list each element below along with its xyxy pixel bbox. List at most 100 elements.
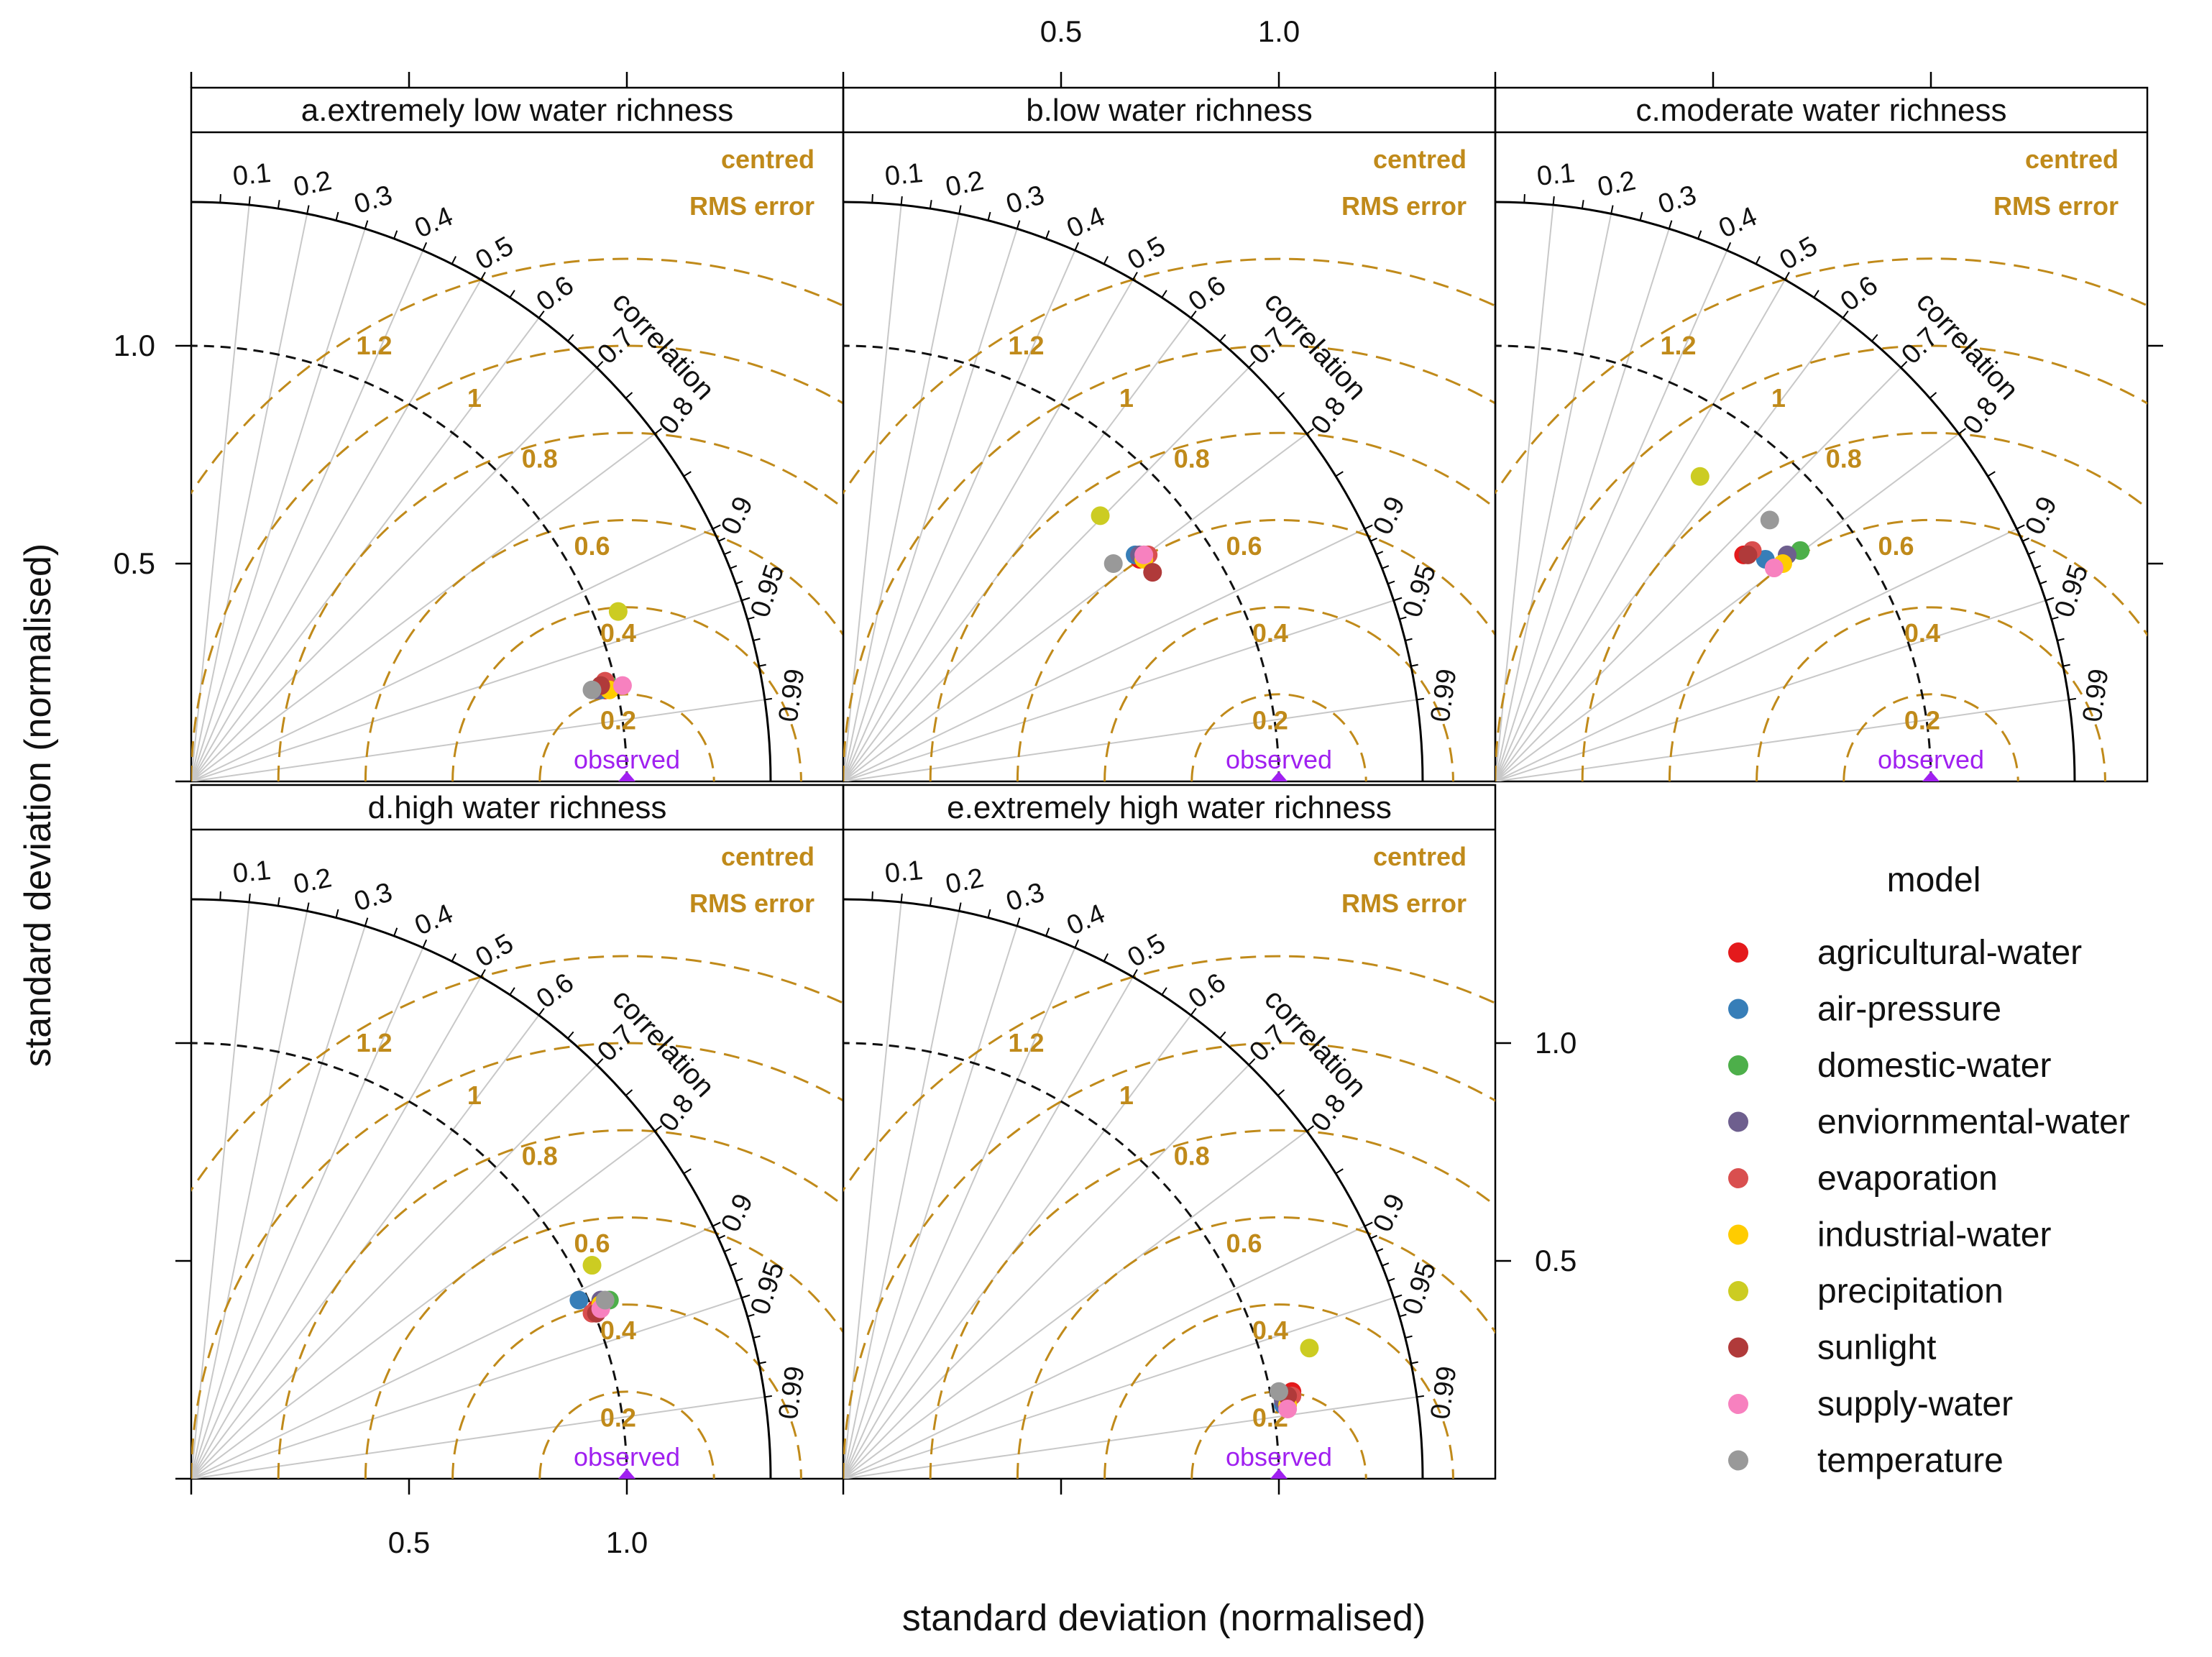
legend-marker-temperature	[1728, 1450, 1748, 1471]
correlation-tick	[538, 1008, 545, 1016]
panels-layer: a.extremely low water richness 0.1 0.2 0.3 0…	[190, 86, 2149, 1480]
correlation-gridline	[843, 1064, 1249, 1479]
correlation-tick	[654, 1125, 662, 1132]
correlation-gridline	[843, 228, 1018, 781]
point-supply-water	[612, 676, 632, 695]
correlation-tick	[1074, 939, 1080, 948]
observed-marker	[618, 771, 635, 781]
correlation-tick	[1639, 211, 1643, 221]
correlation-tick	[1190, 1008, 1197, 1016]
rms-contour-label: 1.2	[1008, 1028, 1044, 1057]
correlation-gridline	[843, 528, 1365, 781]
rms-contour-label: 1.2	[356, 331, 392, 360]
correlation-tick	[2028, 551, 2036, 556]
observed-label: observed	[574, 745, 680, 774]
observed-marker	[1922, 771, 1940, 781]
point-precipitation	[1690, 467, 1710, 486]
rms-contour-label: 1	[1119, 383, 1134, 413]
legend-label-air-pressure: air-pressure	[1817, 991, 2001, 1029]
correlation-tick	[248, 894, 251, 903]
reference-std-arc	[191, 344, 628, 781]
rms-legend-line1: centred	[721, 144, 814, 174]
rms-contour	[451, 606, 802, 781]
observed-marker	[618, 1469, 635, 1479]
correlation-gridline	[191, 600, 742, 781]
correlation-tick	[1219, 1031, 1226, 1039]
correlation-label: 0.1	[231, 158, 272, 192]
correlation-tick	[712, 524, 721, 530]
correlation-tick	[900, 196, 903, 206]
correlation-tick	[219, 193, 221, 203]
correlation-tick	[1103, 256, 1109, 265]
correlation-gridline	[191, 249, 424, 781]
correlation-gridline	[191, 1130, 656, 1479]
correlation-tick	[1958, 428, 1966, 435]
correlation-tick	[718, 537, 725, 542]
x-axis-tick-label: 0.5	[388, 1525, 430, 1559]
correlation-tick	[753, 1335, 761, 1339]
correlation-label: 0.5	[1123, 928, 1171, 973]
correlation-gridline	[843, 925, 1018, 1479]
correlation-gridline	[1495, 204, 1554, 781]
correlation-label: 0.5	[1123, 231, 1171, 276]
correlation-gridline	[1495, 528, 2017, 781]
rms-contour	[1842, 693, 2019, 781]
correlation-tick	[753, 638, 761, 642]
legend-label-precipitation: precipitation	[1817, 1272, 2004, 1311]
legend-marker-supply-water	[1728, 1394, 1748, 1414]
correlation-tick	[1277, 392, 1285, 399]
outer-correlation-arc	[191, 201, 772, 781]
panel-title: c.moderate water richness	[1636, 93, 2007, 128]
correlation-tick	[747, 1313, 755, 1318]
correlation-gridline	[843, 367, 1249, 781]
rms-contour	[1103, 1303, 1454, 1479]
legend-marker-industrial-water	[1728, 1224, 1748, 1245]
observed-label: observed	[1226, 1442, 1332, 1472]
correlation-gridline	[191, 925, 366, 1479]
correlation-tick	[1376, 1248, 1384, 1253]
correlation-tick	[509, 290, 515, 298]
correlation-gridline	[843, 699, 1418, 781]
correlation-gridline	[843, 1130, 1308, 1479]
correlation-label: 0.99	[774, 1364, 811, 1421]
rms-contour-label: 0.6	[1226, 531, 1262, 561]
rms-contour-label: 1.2	[1660, 331, 1696, 360]
legend-marker-enviornmental-water	[1728, 1111, 1748, 1132]
rms-contour	[929, 431, 1495, 781]
correlation-tick	[422, 939, 428, 948]
correlation-tick	[1399, 616, 1407, 620]
correlation-tick	[567, 1031, 574, 1039]
correlation-gridline	[191, 699, 766, 781]
rms-contour	[364, 1216, 843, 1479]
correlation-tick	[1045, 230, 1050, 239]
correlation-tick	[1161, 290, 1167, 298]
legend-marker-air-pressure	[1728, 999, 1748, 1019]
rms-contour-label: 0.8	[1174, 1142, 1210, 1171]
correlation-tick	[724, 1248, 732, 1253]
correlation-tick	[2057, 638, 2065, 642]
rms-contour-label: 0.8	[1174, 444, 1210, 474]
point-supply-water	[1764, 559, 1784, 578]
correlation-tick	[1668, 220, 1673, 229]
correlation-tick	[1393, 1295, 1401, 1299]
rms-contour-label: 0.2	[600, 705, 636, 735]
correlation-gridline	[843, 279, 1134, 781]
correlation-tick	[306, 902, 310, 912]
correlation-tick	[1416, 1395, 1424, 1398]
correlation-gridline	[1495, 317, 1844, 781]
correlation-gridline	[843, 317, 1192, 781]
correlation-gridline	[843, 1297, 1394, 1479]
correlation-tick	[1016, 220, 1021, 229]
rms-legend-line1: centred	[1373, 842, 1467, 871]
x-axis-label: standard deviation (normalised)	[902, 1597, 1426, 1639]
point-precipitation	[1091, 506, 1110, 525]
correlation-tick	[1382, 1262, 1390, 1267]
correlation-tick	[1370, 537, 1377, 542]
rms-contour-label: 0.2	[1904, 705, 1940, 735]
correlation-label: 0.6	[531, 270, 579, 317]
point-supply-water	[1278, 1400, 1298, 1419]
correlation-gridline	[1495, 228, 1670, 781]
rms-contour-label: 0.8	[522, 1142, 558, 1171]
correlation-label: 0.99	[1426, 667, 1463, 724]
rms-legend-line2: RMS error	[1993, 191, 2119, 221]
